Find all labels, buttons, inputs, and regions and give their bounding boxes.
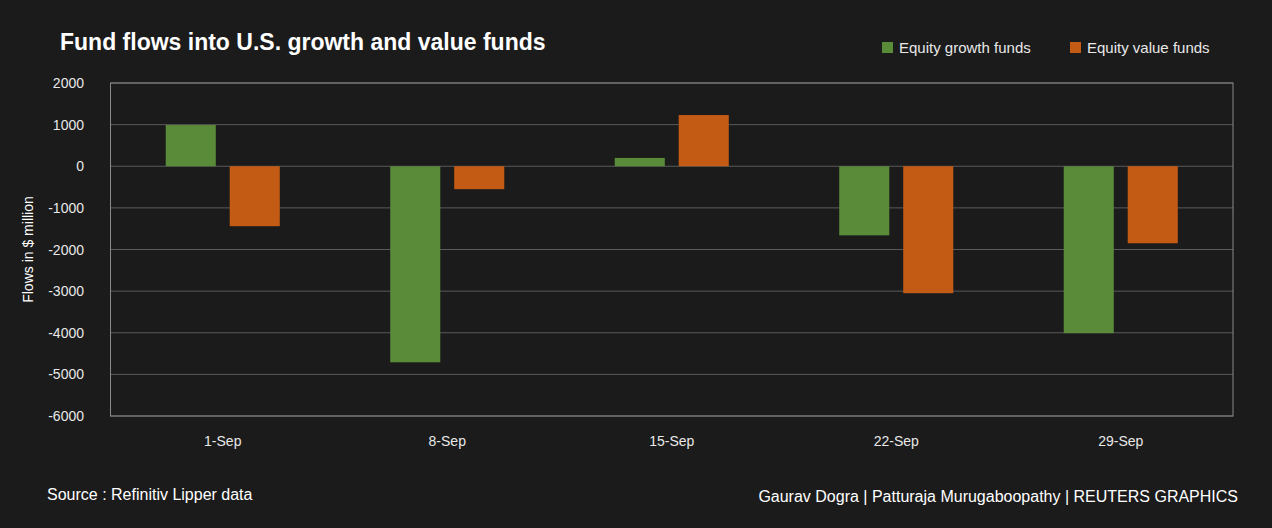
grid-line xyxy=(111,374,1234,375)
legend-label: Equity value funds xyxy=(1087,39,1210,56)
x-tick-label: 1-Sep xyxy=(204,433,242,449)
chart: Fund flows into U.S. growth and value fu… xyxy=(0,0,1272,528)
y-tick-label: -2000 xyxy=(48,242,84,258)
grid-line xyxy=(111,124,1234,125)
legend-swatch xyxy=(1070,42,1081,53)
bar xyxy=(903,166,953,293)
bar xyxy=(615,158,665,166)
plot-frame xyxy=(111,83,1234,416)
y-tick-label: 0 xyxy=(76,158,84,174)
legend-swatch xyxy=(882,42,893,53)
y-tick-label: -4000 xyxy=(48,325,84,341)
y-tick-label: -5000 xyxy=(48,366,84,382)
y-tick-label: -1000 xyxy=(48,200,84,216)
bar xyxy=(390,166,440,362)
y-tick-label: -3000 xyxy=(48,283,84,299)
y-tick-label: -6000 xyxy=(48,408,84,424)
bar xyxy=(1128,166,1178,243)
bar xyxy=(230,166,280,226)
title: Fund flows into U.S. growth and value fu… xyxy=(60,29,546,55)
bar xyxy=(454,166,504,189)
bar xyxy=(839,166,889,235)
x-tick-label: 22-Sep xyxy=(874,433,919,449)
bars xyxy=(166,115,1178,362)
legend-label: Equity growth funds xyxy=(899,39,1031,56)
background xyxy=(0,0,1272,528)
x-tick-label: 29-Sep xyxy=(1098,433,1143,449)
bar xyxy=(166,125,216,166)
y-axis-label: Flows in $ million xyxy=(20,196,36,303)
source: Source : Refinitiv Lipper data xyxy=(47,486,253,503)
bar xyxy=(679,115,729,166)
y-tick-label: 1000 xyxy=(53,117,84,133)
x-tick-label: 15-Sep xyxy=(649,433,694,449)
bar xyxy=(1064,166,1114,333)
credit: Gaurav Dogra | Patturaja Murugaboopathy … xyxy=(758,488,1238,505)
y-tick-label: 2000 xyxy=(53,75,84,91)
x-tick-label: 8-Sep xyxy=(429,433,467,449)
